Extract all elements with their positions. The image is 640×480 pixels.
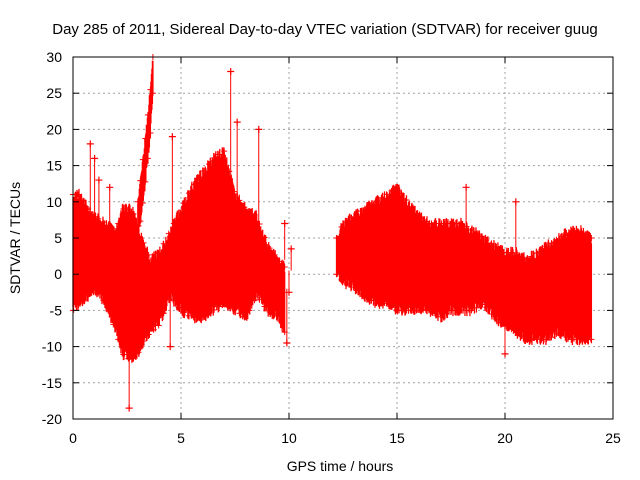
data-point: [227, 67, 235, 75]
data-series: [335, 183, 593, 346]
data-point: [86, 140, 94, 148]
x-tick-label: 15: [389, 430, 405, 446]
data-point: [462, 183, 470, 191]
data-point: [287, 245, 295, 253]
data-point: [283, 339, 291, 347]
data-point: [512, 198, 520, 206]
y-tick-label: 0: [54, 266, 62, 282]
data-point: [501, 350, 509, 358]
y-axis-label: SDTVAR / TECUs: [7, 182, 23, 294]
data-point: [285, 288, 293, 296]
y-tick-label: 15: [46, 158, 62, 174]
y-tick-label: 10: [46, 194, 62, 210]
data-point: [166, 343, 174, 351]
y-tick-label: -20: [42, 411, 62, 427]
x-tick-label: 25: [605, 430, 621, 446]
data-point: [91, 154, 99, 162]
x-tick-label: 0: [69, 430, 77, 446]
y-tick-label: 20: [46, 121, 62, 137]
data-series: [137, 60, 154, 240]
x-tick-label: 10: [281, 430, 297, 446]
data-point: [233, 118, 241, 126]
data-point: [95, 176, 103, 184]
data-series: [72, 147, 286, 363]
data-point: [125, 404, 133, 412]
data-point: [281, 220, 289, 228]
y-tick-label: -10: [42, 339, 62, 355]
data-layer: [70, 54, 595, 412]
y-tick-label: 25: [46, 85, 62, 101]
y-tick-label: 5: [54, 230, 62, 246]
data-point: [255, 125, 263, 133]
chart-title: Day 285 of 2011, Sidereal Day-to-day VTE…: [52, 21, 598, 38]
x-tick-label: 5: [177, 430, 185, 446]
data-point: [106, 183, 114, 191]
y-tick-label: -5: [50, 302, 63, 318]
x-tick-label: 20: [497, 430, 513, 446]
data-point: [583, 335, 591, 343]
x-axis-label: GPS time / hours: [287, 458, 394, 474]
y-tick-label: -15: [42, 375, 62, 391]
axis-ticks: 0 5 10 15 20 25 -20 -15 -10 -5 0 5 10 15 20 25 30: [42, 49, 621, 446]
data-series-markers: [333, 184, 595, 343]
y-tick-label: 30: [46, 49, 62, 65]
data-point: [168, 133, 176, 141]
